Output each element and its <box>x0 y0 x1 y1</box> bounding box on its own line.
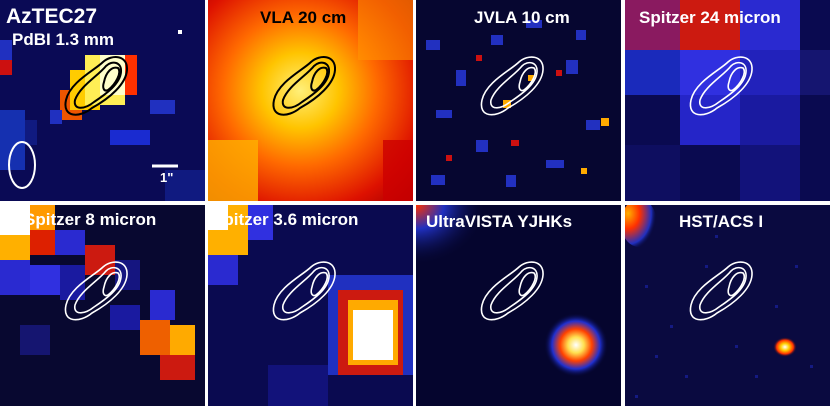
hst-image <box>625 205 830 406</box>
contour-mid <box>74 266 122 314</box>
contour-mid <box>281 61 331 109</box>
contour-inner <box>102 271 121 297</box>
contour-inner <box>518 66 537 92</box>
panel-title: VLA 20 cm <box>260 8 347 27</box>
panel-spitzer-3-6: Spitzer 3.6 micron <box>208 205 413 406</box>
contour-outer <box>272 261 336 321</box>
vla-image <box>208 0 413 201</box>
panel-title: Spitzer 24 micron <box>639 8 781 27</box>
contour-mid <box>699 266 747 314</box>
spitzer36-image <box>208 205 413 406</box>
spitzer24-image <box>625 0 830 201</box>
beam-ellipse <box>8 141 36 189</box>
panel-jvla-10cm: JVLA 10 cm <box>416 0 621 201</box>
panel-ultravista: UltraVISTA YJHKs <box>416 205 621 406</box>
contour-outer <box>64 56 129 116</box>
panel-pdbi: AzTEC27 PdBI 1.3 mm 1" <box>0 0 205 201</box>
panel-vla-20cm: VLA 20 cm <box>208 0 413 201</box>
contour-mid <box>699 61 747 109</box>
panel-title: AzTEC27 <box>6 5 98 28</box>
panel-title: HST/ACS I <box>679 212 764 231</box>
panel-title: Spitzer 3.6 micron <box>212 210 359 229</box>
contour-inner <box>518 271 537 297</box>
contour-outer <box>64 261 128 321</box>
contour-mid <box>282 266 330 314</box>
contour-outer <box>480 261 544 321</box>
contour-outer <box>480 56 544 116</box>
panel-hst-acs: HST/ACS I <box>625 205 830 406</box>
panel-spitzer-24: Spitzer 24 micron <box>625 0 830 201</box>
jvla-image <box>416 0 621 201</box>
contour-inner <box>102 66 121 92</box>
contour-mid <box>490 266 538 314</box>
contour-outer <box>272 56 337 116</box>
panel-spitzer-8: Spitzer 8 micron <box>0 205 205 406</box>
panel-title: Spitzer 8 micron <box>24 210 157 229</box>
ultravista-image <box>416 205 621 406</box>
panel-title: UltraVISTA YJHKs <box>426 212 573 231</box>
contour-inner <box>310 66 329 92</box>
contour-inner <box>727 66 746 92</box>
contour-mid <box>73 61 123 109</box>
contour-inner <box>727 271 746 297</box>
panel-title: JVLA 10 cm <box>474 8 570 27</box>
contour-inner <box>310 271 329 297</box>
spitzer8-image <box>0 205 205 406</box>
contour-outer <box>689 261 753 321</box>
scale-bar-label: 1" <box>160 170 174 185</box>
contour-mid <box>490 61 538 109</box>
contour-outer <box>689 56 753 116</box>
pdbi-image <box>0 0 205 201</box>
panel-subtitle: PdBI 1.3 mm <box>12 30 115 49</box>
